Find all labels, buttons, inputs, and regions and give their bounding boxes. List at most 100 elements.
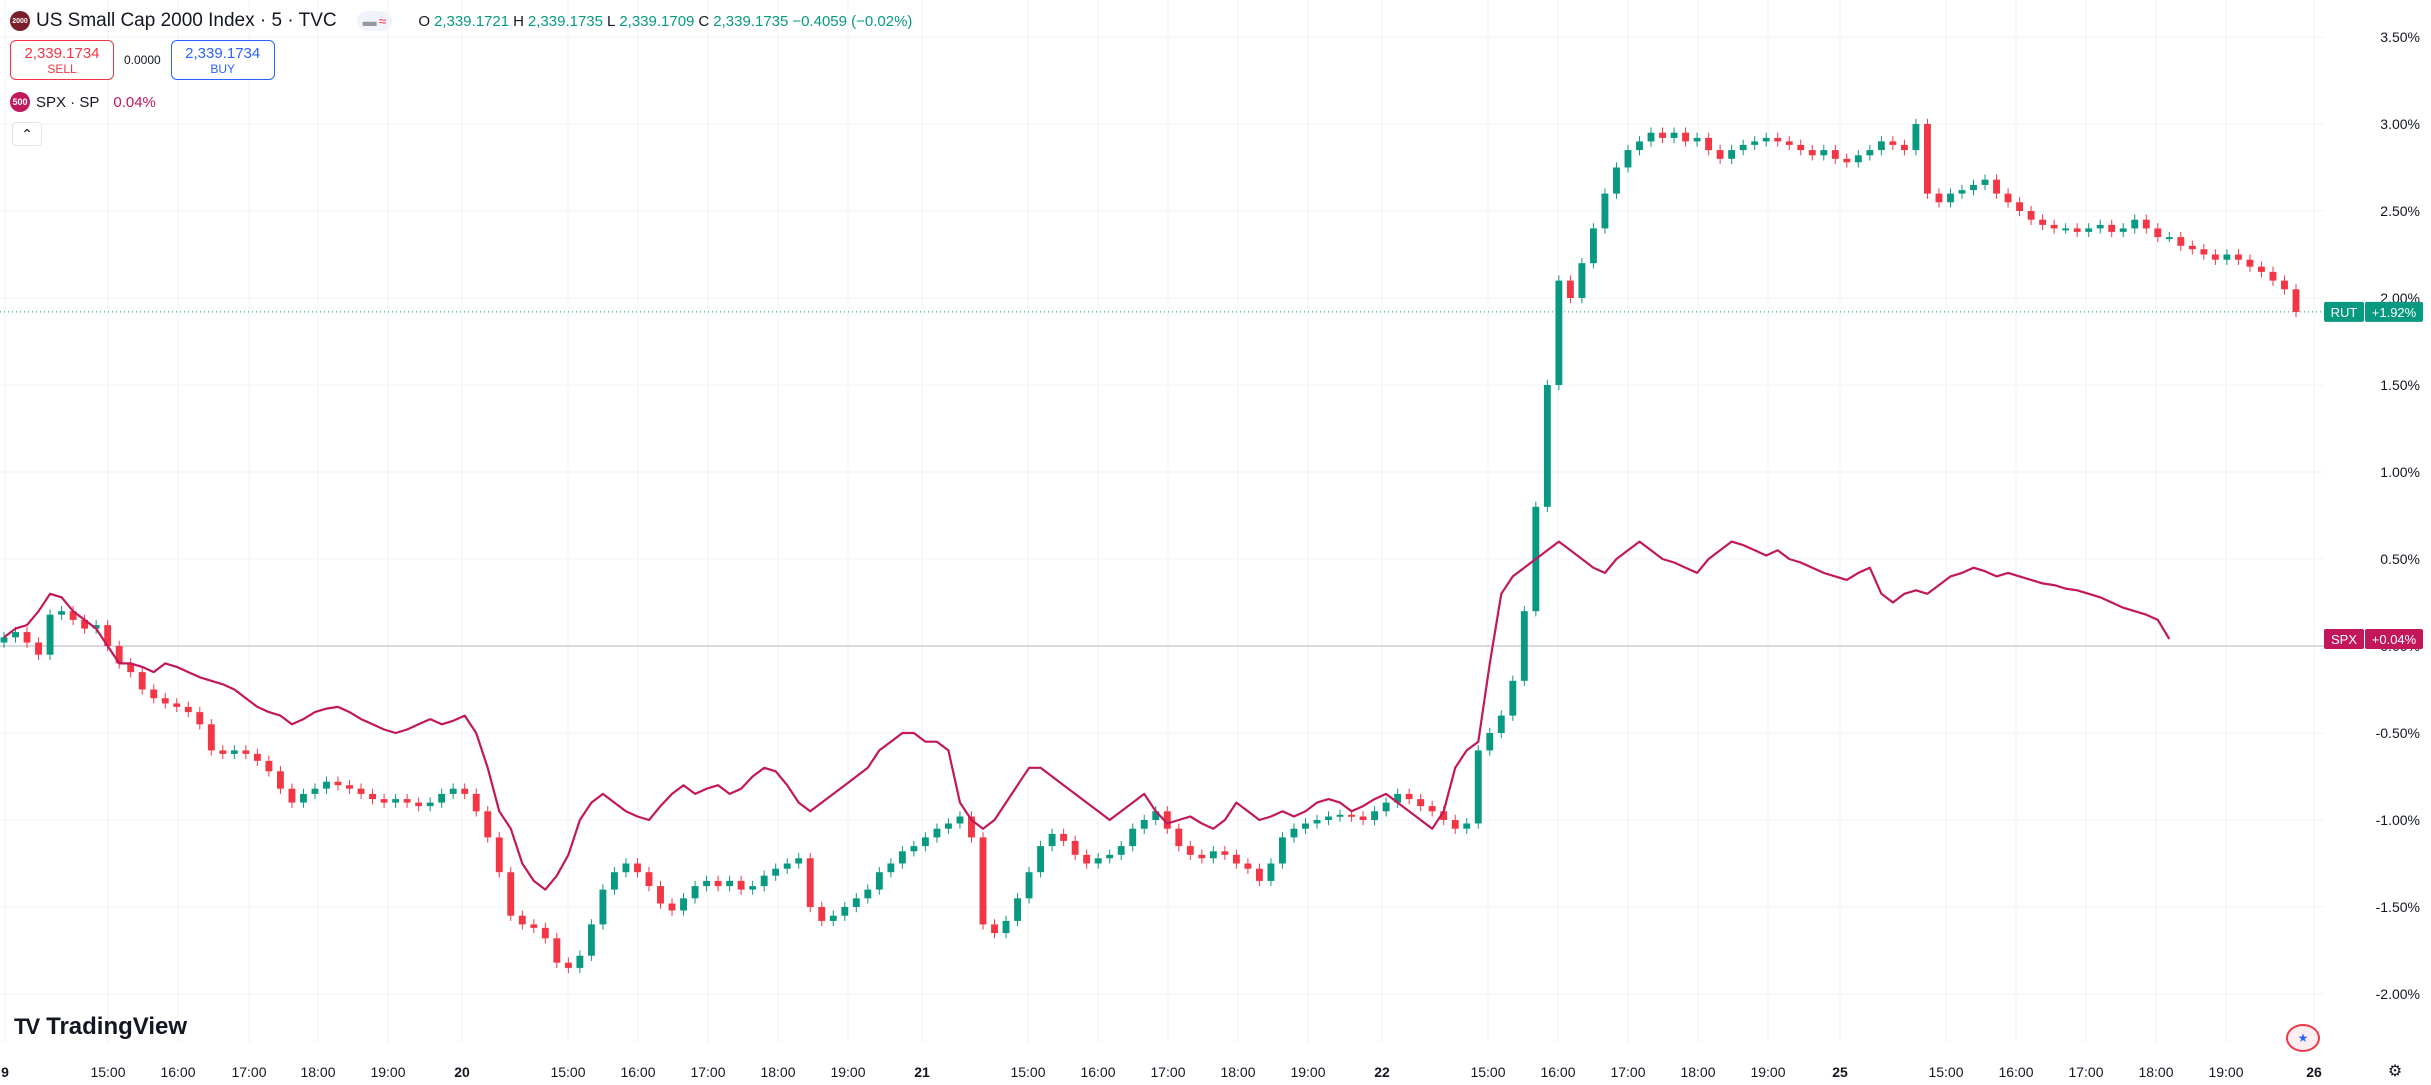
rut-candle	[1912, 124, 1920, 151]
x-tick-label: 16:00	[160, 1064, 195, 1080]
rut-candle	[1774, 137, 1782, 142]
rut-candle	[1785, 141, 1793, 145]
rut-candle	[726, 880, 734, 887]
x-tick-label: 17:00	[690, 1064, 725, 1080]
rut-candle	[207, 724, 215, 751]
rut-candle	[2211, 254, 2219, 260]
x-tick-label: 19:00	[370, 1064, 405, 1080]
rut-candle	[1670, 132, 1678, 138]
y-tick-label: 1.50%	[2380, 377, 2420, 393]
ohlc-values: O 2,339.1721 H 2,339.1735 L 2,339.1709 C 2,3…	[418, 12, 913, 30]
rut-candle	[81, 619, 89, 629]
compare-legend[interactable]: 500 SPX · SP 0.04%	[10, 92, 156, 112]
rut-candle	[2027, 211, 2035, 220]
rut-candle	[1808, 150, 1816, 156]
rut-candle	[1820, 150, 1828, 156]
spx-name-tag	[2324, 629, 2364, 650]
rut-candle	[1647, 132, 1655, 142]
spx-line	[3, 540, 2171, 891]
rut-candle	[1094, 858, 1102, 864]
rut-candle	[1117, 846, 1125, 855]
rut-candle	[979, 837, 987, 925]
rut-candle	[219, 750, 227, 754]
rut-candle	[2142, 219, 2150, 229]
symbol-title[interactable]: US Small Cap 2000 Index · 5 · TVC	[36, 10, 337, 31]
rut-candle	[1797, 144, 1805, 151]
rut-candle	[1175, 828, 1183, 847]
rut-candle	[841, 907, 849, 916]
us-flag-icon[interactable]: ★	[2286, 1024, 2320, 1052]
y-tick-label: 2.50%	[2380, 203, 2420, 219]
rut-candle	[1509, 680, 1517, 716]
rut-candle	[945, 823, 952, 829]
rut-candle	[495, 837, 503, 873]
rut-candle	[1486, 733, 1494, 751]
trade-panel: 2,339.1734 SELL 0.0000 2,339.1734 BUY	[10, 40, 275, 80]
rut-candle	[645, 872, 653, 887]
rut-candle	[2258, 266, 2265, 272]
rut-candle	[2119, 228, 2127, 232]
rut-candle	[564, 962, 572, 968]
rut-candle	[1923, 124, 1931, 194]
rut-candle	[1854, 155, 1862, 163]
x-tick-label: 19:00	[2208, 1064, 2243, 1080]
rut-candle	[1071, 840, 1079, 855]
x-tick-label: 17:00	[231, 1064, 266, 1080]
rut-candle	[2223, 254, 2231, 260]
rut-candle	[1831, 150, 1839, 159]
rut-candle	[680, 898, 687, 911]
buy-button[interactable]: 2,339.1734 BUY	[170, 40, 275, 80]
rut-candle	[2188, 245, 2196, 250]
visibility-toggle[interactable]: ▬ ≈	[356, 11, 393, 31]
rut-candle	[829, 915, 837, 921]
x-tick-label: 15:00	[1010, 1064, 1045, 1080]
collapse-legend-button[interactable]: ⌃	[12, 122, 42, 146]
rut-candle	[1382, 802, 1390, 812]
rut-candle	[2165, 237, 2173, 240]
spx-value-tag	[2365, 629, 2423, 650]
y-tick-label: -2.00%	[2376, 986, 2420, 1002]
gear-icon[interactable]: ⚙	[2387, 1063, 2403, 1080]
rut-candle	[576, 955, 584, 968]
rut-candle	[230, 750, 238, 754]
rut-candle	[288, 788, 296, 803]
rut-candle	[864, 889, 872, 899]
rut-candle	[46, 614, 54, 655]
rut-candle	[1440, 811, 1448, 820]
rut-candle	[1751, 141, 1759, 145]
rut-candle	[346, 785, 353, 789]
rut-candle	[1221, 851, 1229, 855]
y-tick-label: 0.50%	[2380, 551, 2420, 567]
x-tick-label: 9	[1, 1064, 9, 1080]
tradingview-logo[interactable]: ⁠TV TradingView	[14, 1013, 187, 1041]
rut-candle	[184, 706, 192, 713]
rut-candle	[1693, 137, 1701, 142]
compare-badge: 500	[10, 92, 30, 112]
rut-candle	[1037, 846, 1045, 873]
sell-button[interactable]: 2,339.1734 SELL	[10, 40, 114, 80]
rut-candle	[1947, 193, 1954, 203]
x-tick-label: 20	[454, 1064, 470, 1080]
rut-candle	[933, 828, 941, 838]
rut-candle	[968, 816, 975, 838]
rut-candle	[1463, 823, 1471, 829]
wave-icon: ≈	[378, 13, 387, 29]
rut-value-label: +1.92%	[2372, 305, 2417, 320]
rut-candle	[1981, 179, 1989, 185]
rut-candle	[369, 793, 377, 800]
rut-candle	[1866, 150, 1874, 156]
x-tick-label: 16:00	[1998, 1064, 2033, 1080]
rut-candle	[2234, 254, 2242, 260]
rut-candle	[196, 712, 204, 725]
rut-candle	[1359, 816, 1367, 820]
rut-candle	[1520, 611, 1528, 681]
x-tick-label: 18:00	[1680, 1064, 1715, 1080]
rut-candle	[553, 938, 561, 963]
rut-candle	[2039, 219, 2047, 225]
rut-candle	[1267, 863, 1275, 881]
rut-candle	[1002, 920, 1010, 934]
rut-candle	[1290, 828, 1298, 838]
rut-candle	[1958, 190, 1966, 194]
x-tick-label: 17:00	[1610, 1064, 1645, 1080]
